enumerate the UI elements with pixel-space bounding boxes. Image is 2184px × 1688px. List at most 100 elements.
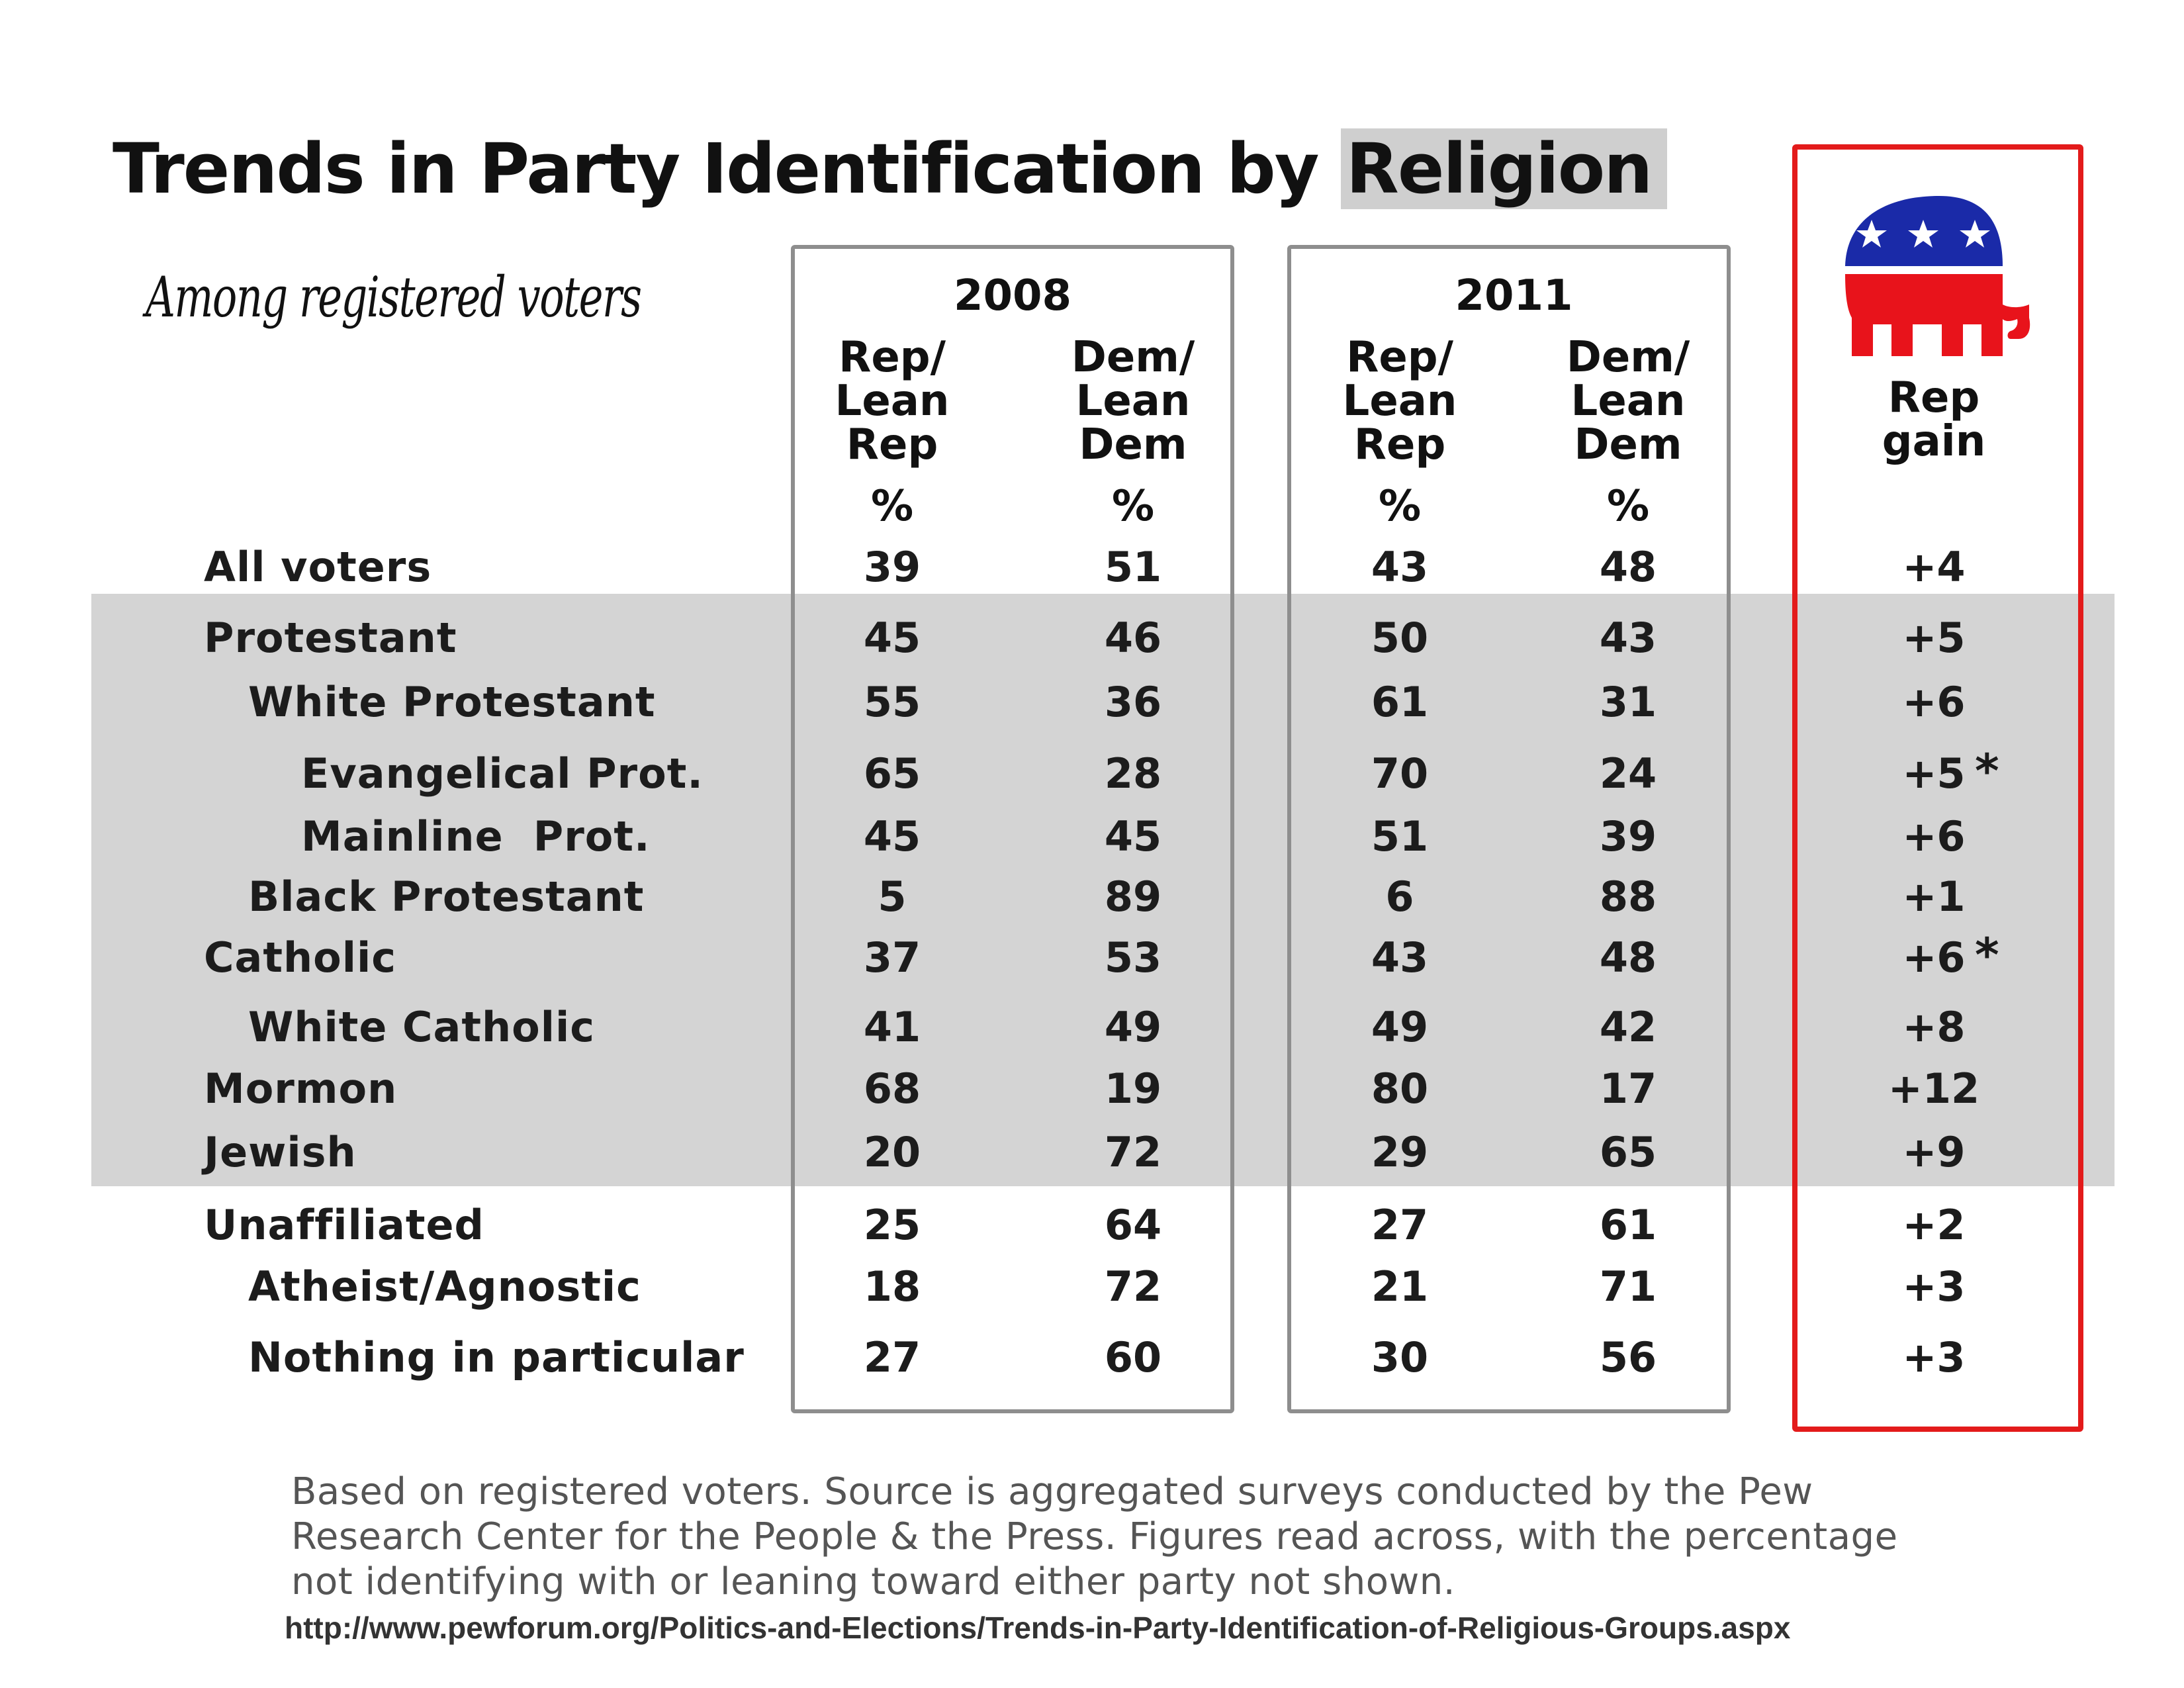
column-header-2: Dem/ Lean Dem: [1071, 333, 1195, 469]
row-label: White Protestant: [248, 678, 656, 726]
data-cell: 65: [863, 749, 921, 798]
row-label: Mormon: [204, 1064, 398, 1113]
data-cell: 6: [1385, 872, 1414, 921]
data-cell: 61: [1599, 1201, 1657, 1249]
data-cell: 68: [863, 1064, 921, 1113]
asterisk-mark: *: [1975, 928, 1999, 982]
data-cell: 25: [863, 1201, 921, 1249]
rep-gain-cell: +4: [1902, 543, 1966, 591]
data-cell: 49: [1104, 1003, 1162, 1051]
data-cell: 70: [1371, 749, 1429, 798]
data-cell: 45: [1104, 812, 1162, 861]
footnote-line-1: Based on registered voters. Source is ag…: [291, 1470, 1813, 1513]
box-2008: [791, 245, 1234, 1413]
data-cell: 55: [863, 678, 921, 726]
republican-elephant-icon: [1845, 196, 2030, 356]
data-cell: 51: [1371, 812, 1429, 861]
footnote: Based on registered voters. Source is ag…: [291, 1470, 1898, 1605]
data-cell: 43: [1599, 614, 1657, 662]
box-2011: [1287, 245, 1731, 1413]
data-cell: 89: [1104, 872, 1162, 921]
data-cell: 43: [1371, 543, 1429, 591]
row-label: Mainline Prot.: [301, 812, 651, 861]
percent-sign: %: [1606, 482, 1650, 531]
data-cell: 17: [1599, 1064, 1657, 1113]
chart-subtitle: Among registered voters: [146, 265, 642, 330]
chart-title: Trends in Party Identification by Religi…: [113, 122, 1668, 215]
source-url: http://www.pewforum.org/Politics-and-Ele…: [285, 1611, 1791, 1645]
data-cell: 71: [1599, 1262, 1657, 1311]
asterisk-mark: *: [1975, 744, 1999, 798]
row-label: Nothing in particular: [248, 1333, 745, 1382]
data-cell: 18: [863, 1262, 921, 1311]
data-cell: 20: [863, 1128, 921, 1176]
data-cell: 29: [1371, 1128, 1429, 1176]
religious-groups-shading: [91, 594, 2115, 1186]
data-cell: 61: [1371, 678, 1429, 726]
rep-gain-cell: +1: [1902, 872, 1966, 921]
rep-gain-cell: +6: [1902, 812, 1966, 861]
data-cell: 39: [1599, 812, 1657, 861]
data-cell: 28: [1104, 749, 1162, 798]
data-cell: 41: [863, 1003, 921, 1051]
row-label: Atheist/Agnostic: [248, 1262, 641, 1311]
rep-gain-cell: +12: [1888, 1064, 1980, 1113]
data-cell: 36: [1104, 678, 1162, 726]
data-cell: 65: [1599, 1128, 1657, 1176]
data-cell: 27: [1371, 1201, 1429, 1249]
row-label: Jewish: [204, 1128, 357, 1176]
rep-gain-cell: +6: [1902, 678, 1966, 726]
data-cell: 27: [863, 1333, 921, 1382]
data-cell: 42: [1599, 1003, 1657, 1051]
data-cell: 39: [863, 543, 921, 591]
data-cell: 43: [1371, 933, 1429, 982]
row-label: Evangelical Prot.: [301, 749, 704, 798]
rep-gain-cell: +9: [1902, 1128, 1966, 1176]
data-cell: 31: [1599, 678, 1657, 726]
percent-sign: %: [870, 482, 914, 531]
data-cell: 64: [1104, 1201, 1162, 1249]
percent-sign: %: [1378, 482, 1422, 531]
rep-gain-cell: +5: [1902, 614, 1966, 662]
data-cell: 51: [1104, 543, 1162, 591]
data-cell: 46: [1104, 614, 1162, 662]
data-cell: 5: [878, 872, 907, 921]
data-cell: 48: [1599, 933, 1657, 982]
data-cell: 50: [1371, 614, 1429, 662]
rep-gain-cell: +2: [1902, 1201, 1966, 1249]
data-cell: 30: [1371, 1333, 1429, 1382]
data-cell: 45: [863, 614, 921, 662]
data-cell: 60: [1104, 1333, 1162, 1382]
data-cell: 80: [1371, 1064, 1429, 1113]
data-cell: 21: [1371, 1262, 1429, 1311]
data-cell: 88: [1599, 872, 1657, 921]
rep-gain-cell: +6: [1902, 933, 1966, 982]
rep-gain-header: Rep gain: [1882, 373, 1986, 466]
row-label: Unaffiliated: [204, 1201, 484, 1249]
data-cell: 72: [1104, 1128, 1162, 1176]
data-cell: 19: [1104, 1064, 1162, 1113]
data-cell: 56: [1599, 1333, 1657, 1382]
data-cell: 48: [1599, 543, 1657, 591]
data-cell: 49: [1371, 1003, 1429, 1051]
row-label: Catholic: [204, 933, 396, 982]
data-cell: 24: [1599, 749, 1657, 798]
footnote-line-2: Research Center for the People & the Pre…: [291, 1515, 1898, 1558]
title-prefix: Trends in Party Identification by: [113, 128, 1341, 209]
row-label: White Catholic: [248, 1003, 596, 1051]
row-label: All voters: [204, 543, 432, 591]
title-highlight: Religion: [1340, 128, 1668, 209]
data-cell: 53: [1104, 933, 1162, 982]
rep-gain-cell: +3: [1902, 1262, 1966, 1311]
percent-sign: %: [1111, 482, 1155, 531]
data-cell: 45: [863, 812, 921, 861]
row-label: Protestant: [204, 614, 457, 662]
footnote-line-3: not identifying with or leaning toward e…: [291, 1560, 1456, 1603]
data-cell: 72: [1104, 1262, 1162, 1311]
column-header-1: Rep/ Lean Rep: [835, 333, 950, 469]
column-header-3: Rep/ Lean Rep: [1342, 333, 1457, 469]
rep-gain-cell: +3: [1902, 1333, 1966, 1382]
year-header-2008: 2008: [953, 271, 1072, 320]
rep-gain-cell: +8: [1902, 1003, 1966, 1051]
data-cell: 37: [863, 933, 921, 982]
